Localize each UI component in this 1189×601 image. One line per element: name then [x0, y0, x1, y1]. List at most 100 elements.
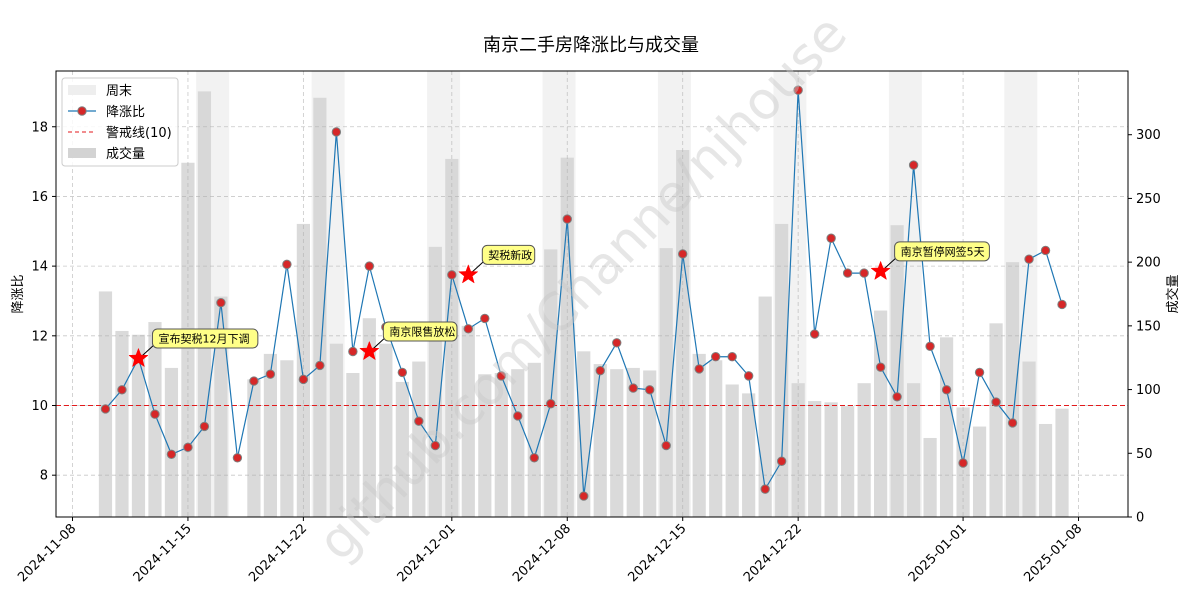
ratio-point [711, 353, 719, 361]
y-tick-label: 8 [40, 469, 48, 484]
ratio-point [365, 262, 373, 270]
volume-bar [891, 225, 904, 517]
ratio-point [266, 370, 274, 378]
volume-bar [594, 364, 607, 517]
ratio-point [744, 372, 752, 380]
volume-bar [841, 406, 854, 517]
ratio-point [827, 234, 835, 242]
volume-bar [1039, 424, 1052, 517]
ratio-point [843, 269, 851, 277]
volume-bar [759, 297, 772, 517]
ratio-point [530, 454, 538, 462]
ratio-point [909, 161, 917, 169]
legend-label: 警戒线(10) [106, 125, 172, 141]
ratio-point [563, 215, 571, 223]
ratio-point [777, 457, 785, 465]
x-tick-label: 2025-01-08 [1021, 521, 1085, 585]
annotation-label: 宣布契税12月下调 [158, 331, 249, 345]
ratio-point [1025, 255, 1033, 263]
y2-axis-label: 成交量 [1165, 274, 1181, 313]
annotation-label: 南京暂停网签5天 [901, 244, 985, 258]
volume-bar [973, 427, 986, 517]
x-tick-label: 2024-12-01 [395, 521, 459, 585]
volume-bar [198, 91, 211, 517]
annotation-star [871, 261, 890, 279]
chart-title: 南京二手房降涨比与成交量 [483, 35, 699, 56]
x-tick-label: 2024-12-15 [625, 521, 689, 585]
ratio-point [596, 366, 604, 374]
y-tick-label: 14 [31, 260, 48, 275]
ratio-point [283, 260, 291, 268]
ratio-point [101, 405, 109, 413]
ratio-point [876, 363, 884, 371]
legend-swatch-weekend [68, 85, 96, 95]
y2-tick-label: 150 [1136, 319, 1161, 334]
ratio-point [646, 386, 654, 394]
ratio-point [217, 299, 225, 307]
ratio-point [695, 365, 703, 373]
ratio-point [629, 384, 637, 392]
y2-tick-label: 300 [1136, 128, 1161, 143]
ratio-point [662, 441, 670, 449]
ratio-point [580, 492, 588, 500]
x-tick-label: 2024-12-22 [741, 521, 805, 585]
x-tick-label: 2024-12-08 [510, 521, 574, 585]
y2-tick-label: 0 [1136, 511, 1144, 526]
ratio-point [679, 250, 687, 258]
y2-tick-label: 250 [1136, 192, 1161, 207]
volume-bar [610, 369, 623, 517]
volume-bar [825, 402, 838, 517]
ratio-point [200, 422, 208, 430]
volume-bar [726, 384, 739, 517]
ratio-point [959, 459, 967, 467]
ratio-point [118, 386, 126, 394]
ratio-point [975, 368, 983, 376]
ratio-point [464, 325, 472, 333]
volume-bar [923, 438, 936, 517]
annotation-arrow [472, 261, 484, 272]
volume-bar [115, 331, 128, 517]
annotation-label: 南京限售放松 [389, 324, 455, 338]
x-tick-label: 2024-11-08 [15, 521, 79, 585]
y2-tick-label: 100 [1136, 383, 1161, 398]
volume-bar [742, 393, 755, 517]
ratio-point [613, 339, 621, 347]
ratio-point [184, 443, 192, 451]
volume-bar [709, 360, 722, 517]
legend-label: 周末 [106, 84, 132, 99]
ratio-point [233, 454, 241, 462]
ratio-point [250, 377, 258, 385]
volume-bar [808, 401, 821, 517]
ratio-point [349, 347, 357, 355]
volume-bar [660, 248, 673, 517]
volume-bar [940, 337, 953, 517]
y2-tick-label: 200 [1136, 256, 1161, 271]
volume-bar [330, 344, 343, 517]
x-axis: 2024-11-08 2024-11-15 2024-11-22 2024-12-01… [15, 517, 1085, 585]
volume-bar [1022, 362, 1035, 517]
y-tick-label: 10 [31, 399, 48, 414]
legend-label: 成交量 [106, 146, 145, 162]
legend-label: 降涨比 [106, 105, 145, 120]
ratio-point [810, 330, 818, 338]
ratio-point [761, 485, 769, 493]
ratio-point [398, 368, 406, 376]
volume-bar [148, 322, 161, 517]
y-axis-label: 降涨比 [11, 274, 26, 313]
y-tick-label: 12 [31, 329, 48, 344]
ratio-point [942, 386, 950, 394]
volume-bar [907, 383, 920, 517]
annotation-star [459, 265, 478, 283]
volume-bar [1006, 262, 1019, 517]
ratio-point [893, 393, 901, 401]
legend-swatch-marker [78, 107, 86, 115]
ratio-point [860, 269, 868, 277]
ratio-point [1041, 246, 1049, 254]
y-tick-label: 18 [31, 120, 48, 135]
y-axis-right: 0 50 100 150 200 250 300 [1128, 128, 1161, 525]
ratio-point [1058, 300, 1066, 308]
ratio-point [514, 412, 522, 420]
